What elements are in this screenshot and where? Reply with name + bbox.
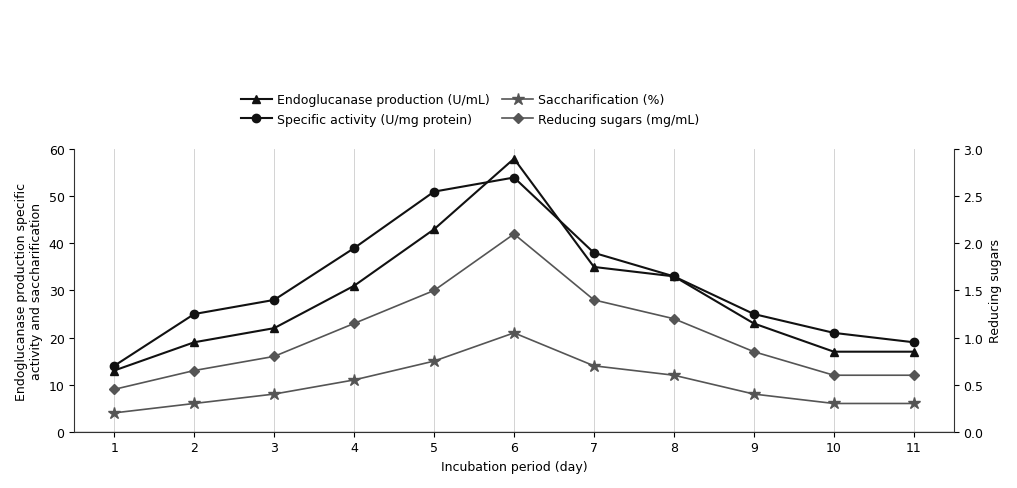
Y-axis label: Reducing sugars: Reducing sugars — [989, 239, 1002, 343]
Reducing sugars (mg/mL) — [108, 386, 120, 392]
Reducing sugars (mg/mL) — [507, 232, 520, 238]
Reducing sugars (mg/mL) — [268, 354, 281, 360]
Saccharification (%) — [907, 401, 919, 407]
Specific activity (U/mg protein) — [348, 245, 360, 251]
Reducing sugars (mg/mL) — [828, 372, 840, 378]
Reducing sugars (mg/mL) — [668, 316, 680, 322]
Line: Reducing sugars (mg/mL): Reducing sugars (mg/mL) — [111, 231, 917, 393]
Reducing sugars (mg/mL) — [188, 368, 200, 374]
Saccharification (%) — [507, 330, 520, 336]
Endoglucanase production (U/mL) — [108, 368, 120, 374]
Specific activity (U/mg protein) — [907, 340, 919, 346]
Specific activity (U/mg protein) — [428, 189, 440, 195]
Line: Saccharification (%): Saccharification (%) — [108, 327, 920, 419]
Saccharification (%) — [668, 372, 680, 378]
Reducing sugars (mg/mL) — [348, 321, 360, 326]
Line: Specific activity (U/mg protein): Specific activity (U/mg protein) — [110, 174, 918, 370]
X-axis label: Incubation period (day): Incubation period (day) — [440, 460, 587, 473]
Endoglucanase production (U/mL) — [828, 349, 840, 355]
Saccharification (%) — [747, 391, 760, 397]
Specific activity (U/mg protein) — [507, 175, 520, 181]
Specific activity (U/mg protein) — [668, 274, 680, 280]
Saccharification (%) — [348, 377, 360, 383]
Legend: Endoglucanase production (U/mL), Specific activity (U/mg protein), Saccharificat: Endoglucanase production (U/mL), Specifi… — [241, 94, 700, 126]
Reducing sugars (mg/mL) — [907, 372, 919, 378]
Line: Endoglucanase production (U/mL): Endoglucanase production (U/mL) — [110, 155, 918, 375]
Saccharification (%) — [828, 401, 840, 407]
Reducing sugars (mg/mL) — [428, 288, 440, 294]
Specific activity (U/mg protein) — [747, 311, 760, 317]
Endoglucanase production (U/mL) — [747, 321, 760, 326]
Saccharification (%) — [188, 401, 200, 407]
Y-axis label: Endoglucanase production specific
activity and saccharification: Endoglucanase production specific activi… — [15, 182, 43, 400]
Endoglucanase production (U/mL) — [188, 340, 200, 346]
Endoglucanase production (U/mL) — [907, 349, 919, 355]
Endoglucanase production (U/mL) — [588, 264, 600, 270]
Endoglucanase production (U/mL) — [507, 157, 520, 163]
Specific activity (U/mg protein) — [188, 311, 200, 317]
Saccharification (%) — [588, 363, 600, 369]
Reducing sugars (mg/mL) — [588, 297, 600, 303]
Specific activity (U/mg protein) — [108, 363, 120, 369]
Specific activity (U/mg protein) — [588, 250, 600, 256]
Saccharification (%) — [428, 359, 440, 365]
Specific activity (U/mg protein) — [268, 297, 281, 303]
Endoglucanase production (U/mL) — [268, 325, 281, 331]
Reducing sugars (mg/mL) — [747, 349, 760, 355]
Saccharification (%) — [268, 391, 281, 397]
Endoglucanase production (U/mL) — [348, 283, 360, 289]
Saccharification (%) — [108, 410, 120, 416]
Endoglucanase production (U/mL) — [668, 274, 680, 280]
Endoglucanase production (U/mL) — [428, 227, 440, 233]
Specific activity (U/mg protein) — [828, 330, 840, 336]
